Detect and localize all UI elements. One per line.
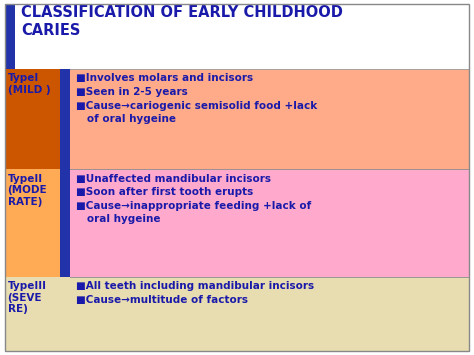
FancyBboxPatch shape [5,4,469,69]
FancyBboxPatch shape [5,69,469,169]
Text: TypeI
(MILD ): TypeI (MILD ) [8,73,50,95]
FancyBboxPatch shape [5,169,469,277]
Text: ■All teeth including mandibular incisors
■Cause→multitude of factors: ■All teeth including mandibular incisors… [76,281,314,305]
FancyBboxPatch shape [5,277,70,351]
FancyBboxPatch shape [60,169,70,277]
FancyBboxPatch shape [5,169,70,277]
FancyBboxPatch shape [5,277,469,351]
FancyBboxPatch shape [5,4,15,69]
FancyBboxPatch shape [60,69,70,169]
Text: ■Involves molars and incisors
■Seen in 2-5 years
■Cause→cariogenic semisolid foo: ■Involves molars and incisors ■Seen in 2… [76,73,317,124]
FancyBboxPatch shape [5,69,70,169]
Text: ■Unaffected mandibular incisors
■Soon after first tooth erupts
■Cause→inappropri: ■Unaffected mandibular incisors ■Soon af… [76,174,311,224]
Text: CLASSIFICATION OF EARLY CHILDHOOD
CARIES: CLASSIFICATION OF EARLY CHILDHOOD CARIES [21,5,343,38]
Text: TypeIII
(SEVE
RE): TypeIII (SEVE RE) [8,281,46,314]
Text: TypeII
(MODE
RATE): TypeII (MODE RATE) [8,174,47,207]
